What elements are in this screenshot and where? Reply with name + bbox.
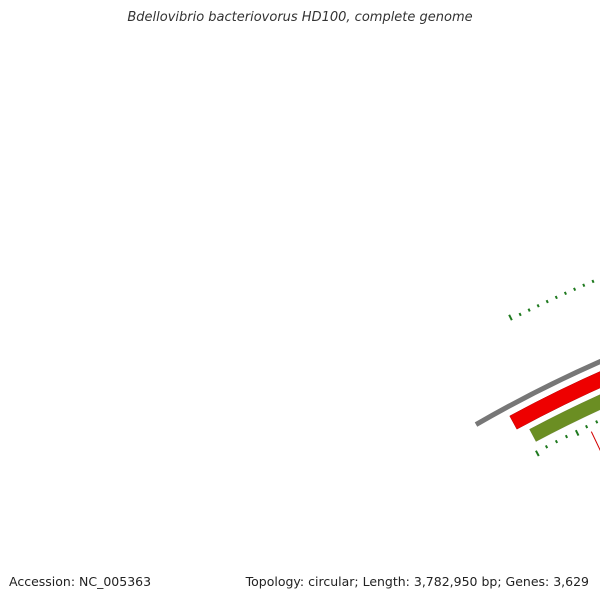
ruler-tick bbox=[573, 287, 577, 292]
ruler-tick bbox=[554, 295, 558, 300]
inner-tick bbox=[585, 424, 589, 429]
ruler-tick bbox=[527, 308, 531, 312]
inner-tick bbox=[574, 429, 580, 437]
ruler-tick bbox=[563, 291, 567, 296]
backbone-line bbox=[474, 358, 600, 427]
backbone bbox=[474, 358, 600, 427]
cds-track bbox=[509, 371, 600, 430]
cds-arrow bbox=[509, 371, 600, 430]
ruler: 1625 kbp1626 kbp1627 kbp1628 kbp1629 kbp… bbox=[508, 279, 595, 321]
ruler-tick bbox=[518, 312, 522, 317]
ruler-tick bbox=[536, 303, 540, 308]
topology-text: Topology: circular; Length: 3,782,950 bp… bbox=[245, 574, 589, 589]
inner-tick bbox=[535, 450, 540, 457]
inner-tick bbox=[595, 420, 599, 424]
gene-block bbox=[529, 394, 600, 442]
ruler-tick bbox=[508, 314, 513, 321]
inner-tick bbox=[564, 434, 569, 439]
inner-tick bbox=[544, 444, 549, 449]
ruler-tick bbox=[582, 283, 586, 288]
ruler-tick bbox=[545, 299, 549, 304]
accession-text: Accession: NC_005363 bbox=[9, 574, 152, 589]
inner-tick bbox=[554, 439, 559, 444]
gene-track bbox=[529, 394, 600, 442]
map-title: Bdellovibrio bacteriovorus HD100, comple… bbox=[127, 10, 473, 25]
ruler-tick bbox=[591, 279, 595, 284]
gene-leader-line bbox=[590, 431, 600, 451]
inner-ticks bbox=[535, 420, 599, 457]
